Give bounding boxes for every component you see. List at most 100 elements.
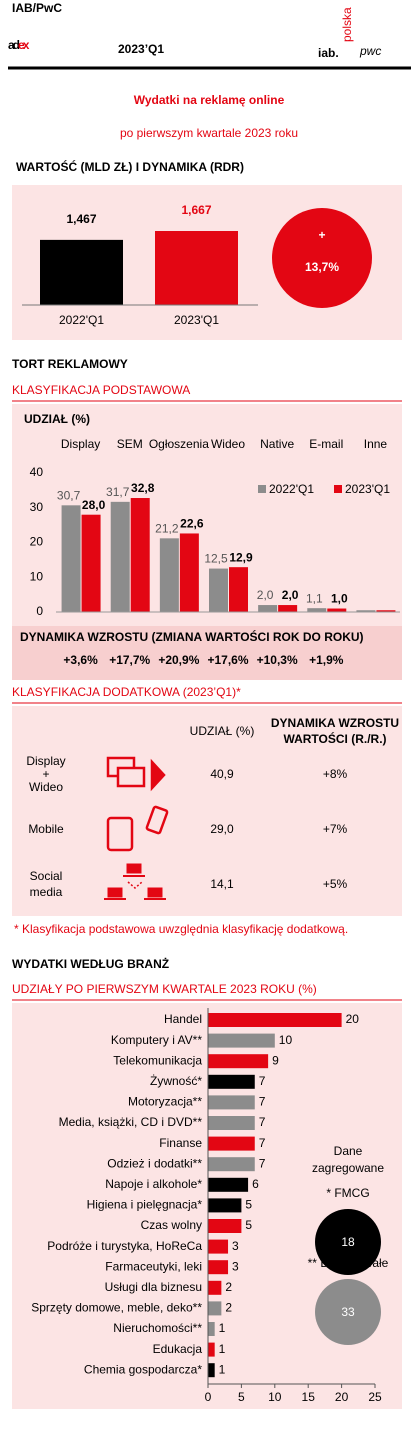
- share: 40,9: [210, 767, 234, 781]
- bar: [208, 1074, 255, 1089]
- y-category-label: Żywność*: [150, 1074, 202, 1088]
- x-tick-label: 5: [238, 1390, 245, 1404]
- icon-mobile: [106, 805, 169, 852]
- value-label: 7: [259, 1136, 266, 1150]
- value-label: 1,1: [306, 591, 323, 605]
- brand-top: IAB/PwC: [12, 1, 62, 15]
- aggregate-badge: [315, 1279, 381, 1345]
- y-tick-label: 10: [30, 569, 44, 583]
- col-header: UDZIAŁ (%): [190, 724, 255, 738]
- x-tick-label: 10: [268, 1390, 282, 1404]
- value-label: 30,7: [57, 488, 81, 502]
- section-title: TORT REKLAMOWY: [12, 357, 128, 371]
- bar: [208, 1033, 275, 1048]
- growth-label: +1,9%: [309, 653, 344, 667]
- bar: [208, 1342, 215, 1357]
- y-category-label: Nieruchomości**: [113, 1321, 202, 1335]
- value-label: 2,0: [282, 588, 299, 602]
- y-category-label: Czas wolny: [141, 1218, 202, 1232]
- bar: [81, 514, 101, 612]
- x-tick-label: 15: [302, 1390, 316, 1404]
- value-label: 9: [272, 1053, 279, 1067]
- value-label: 28,0: [82, 498, 106, 512]
- logo-pwc: pwc: [359, 44, 381, 58]
- bar: [208, 1177, 249, 1192]
- value-label: 22,6: [180, 517, 204, 531]
- col-header: DYNAMIKA WZROSTU: [271, 716, 399, 730]
- bar: [278, 605, 298, 612]
- bar: [208, 1260, 229, 1275]
- x-tick-label: 25: [368, 1390, 382, 1404]
- bar: [110, 501, 130, 612]
- value-label: 1,0: [331, 592, 348, 606]
- bar: [208, 1198, 242, 1213]
- x-category-label: E-mail: [309, 437, 343, 451]
- y-tick-label: 40: [30, 465, 44, 479]
- value-label: 2: [225, 1301, 232, 1315]
- y-category-label: Handel: [164, 1012, 202, 1026]
- growth-label: +10,3%: [257, 653, 298, 667]
- logo-iab: iab.: [318, 46, 339, 60]
- bar: [208, 1013, 342, 1027]
- share: 29,0: [210, 822, 234, 836]
- legend-label: 2022'Q1: [269, 482, 314, 496]
- value-label: 2: [225, 1280, 232, 1294]
- value-label: 1: [219, 1342, 226, 1356]
- bar: [155, 231, 238, 305]
- bar: [327, 608, 347, 612]
- panel: [12, 706, 402, 916]
- bar: [258, 605, 278, 612]
- y-category-label: Higiena i pielęgnacja*: [87, 1198, 203, 1212]
- value-label: 7: [259, 1115, 266, 1129]
- bar: [208, 1054, 269, 1069]
- panel: [12, 626, 402, 680]
- growth-label: 13,7%: [305, 260, 339, 274]
- y-category-label: Chemia gospodarcza*: [84, 1362, 202, 1376]
- growth-sign: +: [318, 228, 325, 242]
- value-label: 1,667: [181, 203, 211, 217]
- y-category-label: Telekomunikacja: [113, 1053, 202, 1067]
- bar: [208, 1157, 255, 1172]
- bar: [208, 1322, 215, 1336]
- aggregate-value: 18: [341, 1235, 355, 1249]
- period: 2023’Q1: [118, 42, 164, 56]
- bar: [208, 1280, 222, 1295]
- logo-iab-sub: polska: [340, 7, 354, 42]
- growth: +7%: [323, 822, 348, 836]
- bar: [130, 498, 150, 612]
- value-label: 6: [252, 1177, 259, 1191]
- panel: [12, 1003, 402, 1409]
- bar: [208, 1239, 229, 1254]
- section-title: WARTOŚĆ (MLD ZŁ) I DYNAMIKA (RDR): [16, 159, 244, 174]
- bar: [208, 1219, 242, 1233]
- x-tick-label: 20: [335, 1390, 349, 1404]
- value-label: 21,2: [155, 522, 179, 536]
- bar: [356, 610, 376, 612]
- growth-label: +3,6%: [63, 653, 98, 667]
- value-label: 1: [219, 1321, 226, 1335]
- brand: adex: [8, 38, 30, 52]
- row-label: media: [30, 885, 63, 899]
- x-category-label: SEM: [117, 437, 143, 451]
- aggregate-label: ** Dobra trwałe: [308, 1256, 389, 1270]
- value-label: 7: [259, 1095, 266, 1109]
- aggregate-badge: [315, 1209, 381, 1275]
- value-label: 12,5: [204, 552, 228, 566]
- value-label: 31,7: [106, 485, 130, 499]
- value-label: 3: [232, 1259, 239, 1273]
- y-category-label: Komputery i AV**: [111, 1033, 202, 1047]
- x-tick-label: 0: [205, 1390, 212, 1404]
- y-tick-label: 20: [30, 535, 44, 549]
- row-label: Mobile: [28, 822, 64, 836]
- y-category-label: Usługi dla biznesu: [105, 1280, 202, 1294]
- y-category-label: Media, książki, CD i DVD**: [59, 1115, 203, 1129]
- x-category-label: Ogłoszenia: [149, 437, 209, 451]
- value-label: 2,0: [257, 588, 274, 602]
- x-category-label: Native: [260, 437, 294, 451]
- y-tick-label: 0: [36, 604, 43, 618]
- legend-swatch: [258, 485, 266, 493]
- col-header: WARTOŚCI (R./R.): [283, 731, 386, 746]
- y-category-label: Edukacja: [153, 1342, 203, 1356]
- y-category-label: Motoryzacja**: [128, 1095, 202, 1109]
- bar: [208, 1301, 222, 1316]
